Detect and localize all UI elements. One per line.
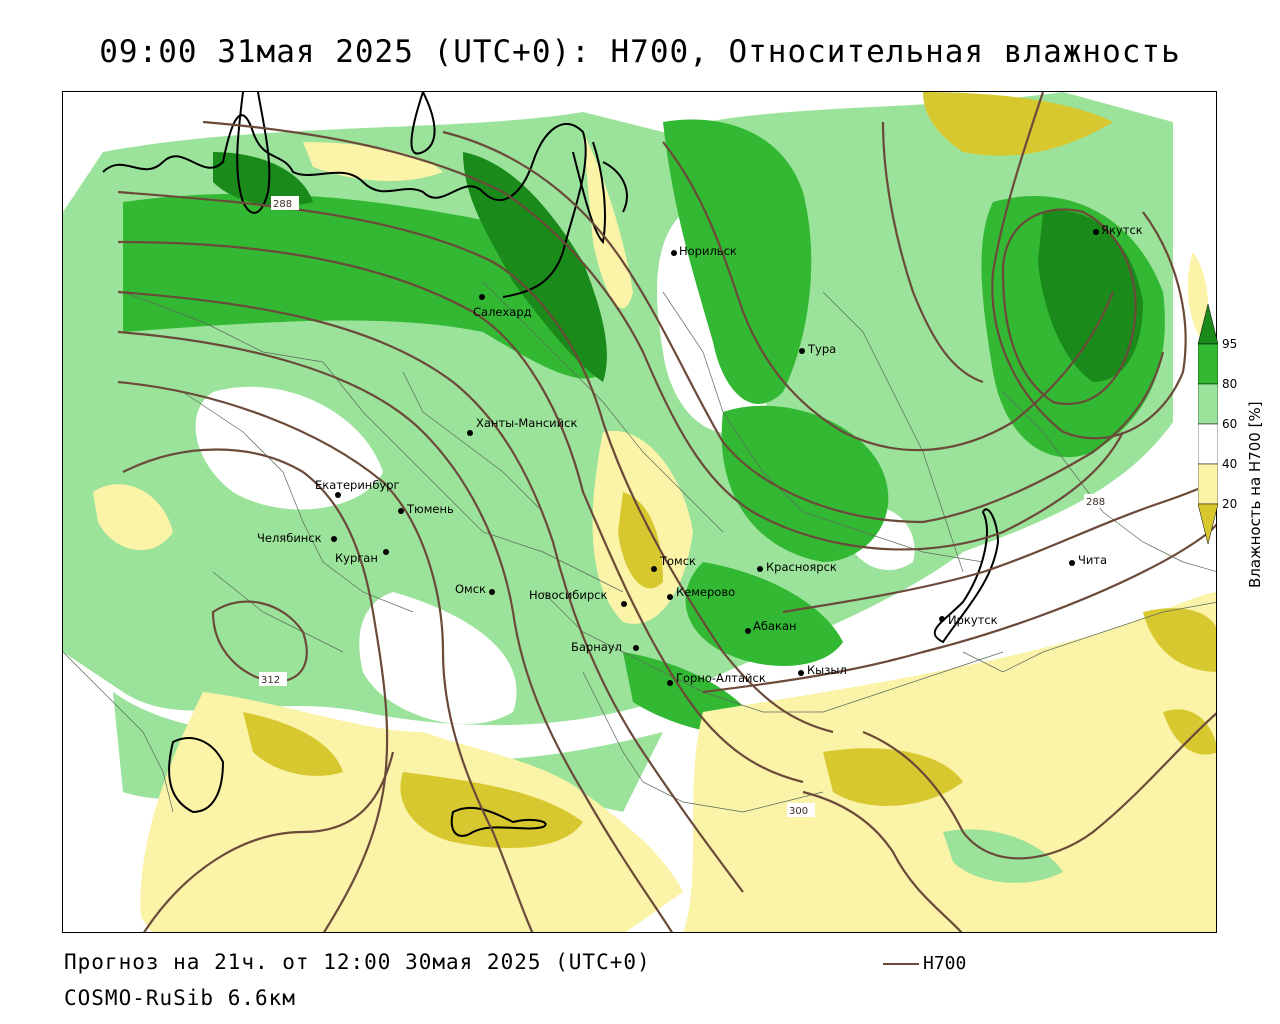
city-tyumen: Тюмень [398, 502, 454, 516]
city-novosibirsk: Новосибирск [529, 588, 627, 607]
svg-text:Иркутск: Иркутск [948, 613, 998, 627]
city-kyzyl: Кызыл [798, 663, 847, 677]
svg-text:Якутск: Якутск [1101, 223, 1143, 237]
h700-legend-swatch [883, 963, 919, 965]
model-name: COSMO-RuSib 6.6км [64, 986, 296, 1010]
coastline [102, 92, 1000, 837]
h700-legend-label: H700 [923, 953, 967, 974]
svg-text:Кемерово: Кемерово [676, 585, 735, 599]
city-gorno-altaysk: Горно-Алтайск [667, 671, 766, 686]
map-canvas: 288 288 312 300 Норильск Якутск Салехард… [63, 92, 1216, 932]
city-omsk: Омск [455, 582, 495, 596]
svg-text:Тюмень: Тюмень [406, 502, 454, 516]
city-irkutsk: Иркутск [939, 613, 998, 627]
svg-text:Томск: Томск [659, 554, 696, 568]
city-abakan: Абакан [745, 619, 797, 634]
city-kurgan: Курган [335, 549, 389, 565]
forecast-info: Прогноз на 21ч. от 12:00 30мая 2025 (UTC… [64, 950, 651, 974]
city-salekhard: Салехард [473, 294, 532, 319]
contour-label-288-east: 288 [1086, 497, 1105, 508]
h700-contours [117, 92, 1216, 932]
svg-text:Барнаул: Барнаул [571, 640, 622, 654]
svg-text:Чита: Чита [1078, 553, 1107, 567]
svg-text:Тура: Тура [807, 342, 836, 356]
contour-label-288-west: 288 [273, 199, 292, 210]
svg-text:Челябинск: Челябинск [257, 531, 322, 545]
city-chita: Чита [1069, 553, 1107, 567]
contour-label-312: 312 [261, 675, 280, 686]
svg-text:Кызыл: Кызыл [807, 663, 847, 677]
city-barnaul: Барнаул [571, 640, 639, 654]
contour-labels: 288 288 312 300 [259, 196, 1112, 817]
city-chelyabinsk: Челябинск [257, 531, 337, 545]
svg-text:Абакан: Абакан [753, 619, 797, 633]
city-yakutsk: Якутск [1093, 223, 1143, 237]
svg-text:Омск: Омск [455, 582, 486, 596]
city-tura: Тура [799, 342, 836, 356]
colorbar-tick-95: 95 [1222, 337, 1238, 351]
city-khanty-mansiysk: Ханты-Мансийск [467, 416, 577, 436]
city-tomsk: Томск [651, 554, 696, 572]
svg-text:Красноярск: Красноярск [766, 560, 837, 574]
city-norilsk: Норильск [671, 244, 737, 258]
colorbar-tick-20: 20 [1222, 497, 1238, 511]
colorbar-tick-60: 60 [1222, 417, 1238, 431]
svg-text:Горно-Алтайск: Горно-Алтайск [676, 671, 766, 685]
svg-text:Норильск: Норильск [679, 244, 737, 258]
svg-text:Салехард: Салехард [473, 305, 532, 319]
cities: Норильск Якутск Салехард Тура Ханты-Манс… [257, 223, 1143, 686]
contour-label-300: 300 [789, 806, 808, 817]
h700-legend: H700 [883, 953, 966, 974]
humidity-field [63, 92, 1216, 932]
weather-map: 288 288 312 300 Норильск Якутск Салехард… [62, 91, 1217, 933]
city-yekaterinburg: Екатеринбург [315, 478, 400, 498]
colorbar-tick-40: 40 [1222, 457, 1238, 471]
svg-text:Ханты-Мансийск: Ханты-Мансийск [476, 416, 577, 430]
colorbar-tick-80: 80 [1222, 377, 1238, 391]
colorbar-title: Влажность на H700 [%] [1246, 401, 1264, 588]
svg-text:Курган: Курган [335, 551, 378, 565]
city-kemerovo: Кемерово [667, 585, 735, 600]
city-krasnoyarsk: Красноярск [757, 560, 837, 574]
map-title: 09:00 31мая 2025 (UTC+0): H700, Относите… [99, 34, 1181, 70]
svg-text:Новосибирск: Новосибирск [529, 588, 607, 602]
svg-text:Екатеринбург: Екатеринбург [315, 478, 400, 492]
humidity-colorbar [1197, 303, 1219, 545]
